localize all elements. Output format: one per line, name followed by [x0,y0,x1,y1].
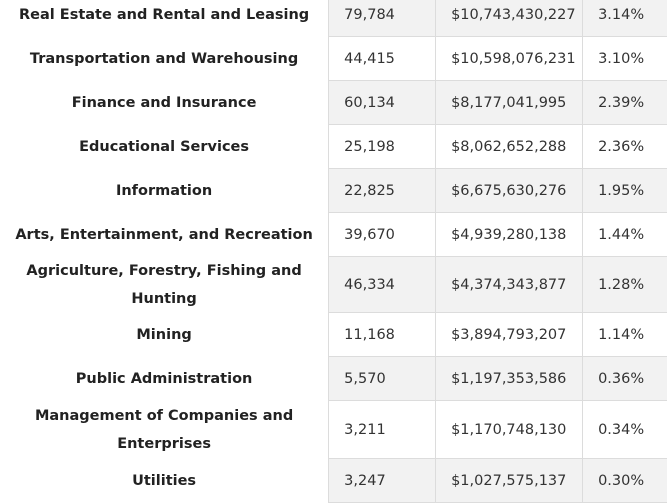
table-row: Agriculture, Forestry, Fishing and Hunti… [0,256,667,313]
industry-cell: Agriculture, Forestry, Fishing and Hunti… [0,256,329,313]
count-cell: 5,570 [328,356,437,401]
share-cell: 0.36% [582,356,667,401]
count-cell: 25,198 [328,124,437,169]
industry-cell: Finance and Insurance [0,80,329,125]
count-cell: 3,211 [328,400,437,459]
share-cell: 3.10% [582,36,667,81]
industry-cell: Real Estate and Rental and Leasing [0,0,329,37]
industry-cell: Transportation and Warehousing [0,36,329,81]
amount-cell: $1,197,353,586 [435,356,584,401]
amount-cell: $8,062,652,288 [435,124,584,169]
industry-cell: Mining [0,312,329,357]
industry-cell: Management of Companies and Enterprises [0,400,329,459]
industry-cell: Utilities [0,458,329,503]
table-row: Public Administration 5,570 $1,197,353,586… [0,356,667,401]
share-cell: 3.14% [582,0,667,37]
amount-cell: $4,374,343,877 [435,256,584,313]
table-row: Management of Companies and Enterprises 3… [0,400,667,459]
count-cell: 3,247 [328,458,437,503]
count-cell: 22,825 [328,168,437,213]
amount-cell: $6,675,630,276 [435,168,584,213]
amount-cell: $4,939,280,138 [435,212,584,257]
share-cell: 1.14% [582,312,667,357]
industry-cell: Arts, Entertainment, and Recreation [0,212,329,257]
share-cell: 2.39% [582,80,667,125]
amount-cell: $1,027,575,137 [435,458,584,503]
count-cell: 11,168 [328,312,437,357]
count-cell: 46,334 [328,256,437,313]
amount-cell: $10,598,076,231 [435,36,584,81]
table-row: Arts, Entertainment, and Recreation 39,67… [0,212,667,257]
table-row: Educational Services 25,198 $8,062,652,288… [0,124,667,169]
amount-cell: $1,170,748,130 [435,400,584,459]
share-cell: 0.30% [582,458,667,503]
table-row: Mining 11,168 $3,894,793,207 1.14% [0,312,667,357]
table-row: Information 22,825 $6,675,630,276 1.95% [0,168,667,213]
amount-cell: $10,743,430,227 [435,0,584,37]
industry-cell: Public Administration [0,356,329,401]
amount-cell: $8,177,041,995 [435,80,584,125]
count-cell: 60,134 [328,80,437,125]
table-row: Transportation and Warehousing 44,415 $10,… [0,36,667,81]
table-row: Real Estate and Rental and Leasing 79,784… [0,0,667,37]
share-cell: 1.28% [582,256,667,313]
share-cell: 1.95% [582,168,667,213]
count-cell: 39,670 [328,212,437,257]
count-cell: 79,784 [328,0,437,37]
share-cell: 2.36% [582,124,667,169]
industry-cell: Information [0,168,329,213]
share-cell: 1.44% [582,212,667,257]
industry-cell: Educational Services [0,124,329,169]
amount-cell: $3,894,793,207 [435,312,584,357]
count-cell: 44,415 [328,36,437,81]
table-row: Finance and Insurance 60,134 $8,177,041,99… [0,80,667,125]
table-row: Utilities 3,247 $1,027,575,137 0.30% [0,458,667,503]
share-cell: 0.34% [582,400,667,459]
